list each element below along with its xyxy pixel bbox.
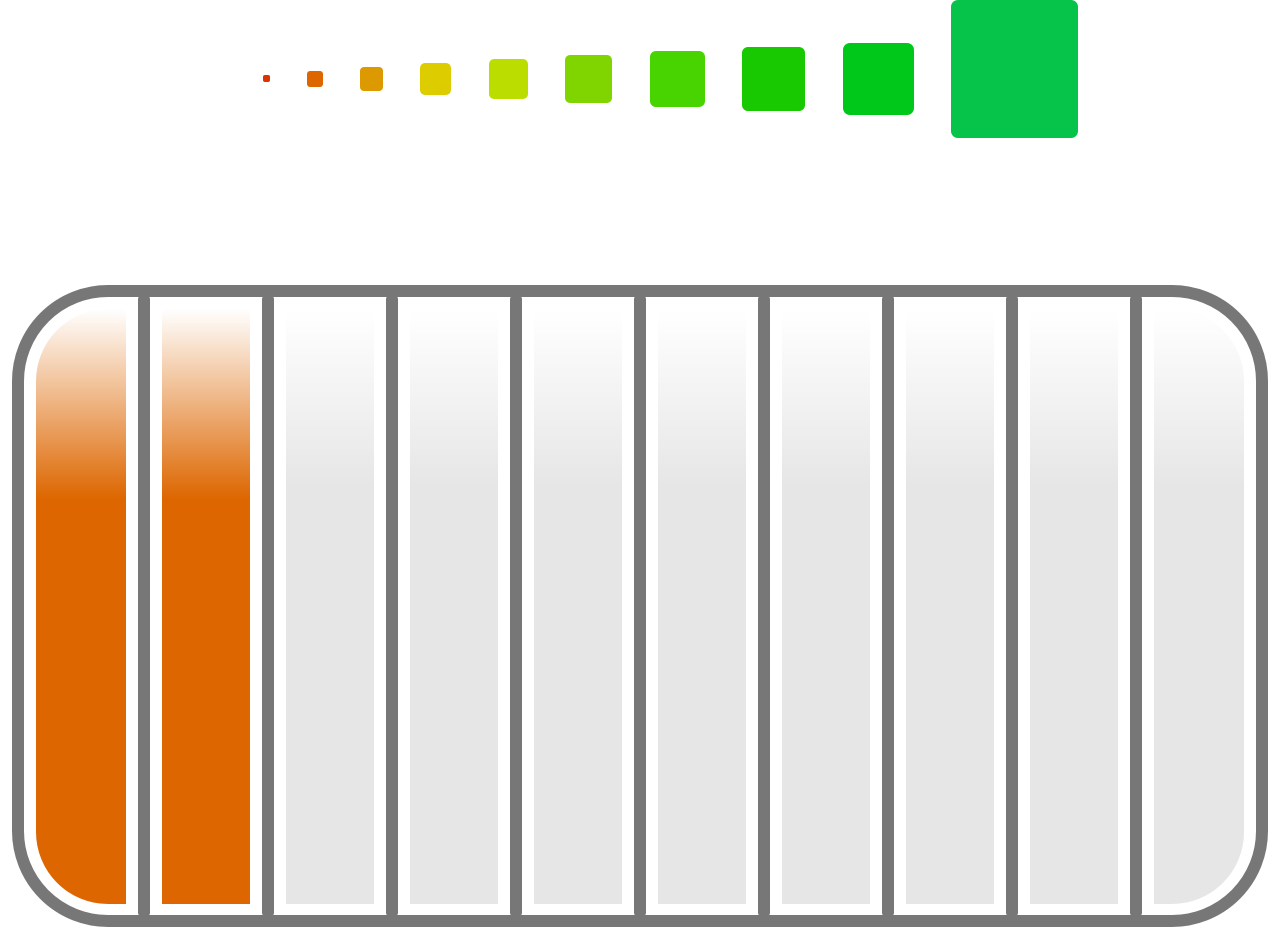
meter-segment-8 xyxy=(906,309,994,904)
meter-divider-2 xyxy=(262,296,274,916)
meter-segment-1 xyxy=(36,309,126,904)
meter-segment-2 xyxy=(162,309,250,904)
meter-segment-10 xyxy=(1154,309,1244,904)
meter-segment-7 xyxy=(782,309,870,904)
meter-divider-5 xyxy=(634,296,646,916)
level-scale xyxy=(0,0,1280,150)
meter-divider-4 xyxy=(510,296,522,916)
level-square-8 xyxy=(742,47,805,111)
level-square-2 xyxy=(307,71,323,87)
meter-divider-3 xyxy=(386,296,398,916)
meter-segment-9 xyxy=(1030,309,1118,904)
meter-divider-1 xyxy=(138,296,150,916)
meter-segment-6 xyxy=(658,309,746,904)
level-square-7 xyxy=(650,51,705,107)
level-square-4 xyxy=(420,63,451,95)
level-square-3 xyxy=(360,67,383,91)
meter-segment-5 xyxy=(534,309,622,904)
level-square-6 xyxy=(565,55,612,103)
meter-divider-8 xyxy=(1006,296,1018,916)
level-square-5 xyxy=(489,59,528,99)
meter-divider-9 xyxy=(1130,296,1142,916)
level-square-1 xyxy=(263,75,270,82)
meter-segment-4 xyxy=(410,309,498,904)
meter-divider-7 xyxy=(882,296,894,916)
level-square-10 xyxy=(951,0,1078,138)
meter-divider-6 xyxy=(758,296,770,916)
meter-segment-3 xyxy=(286,309,374,904)
level-square-9 xyxy=(843,43,914,115)
